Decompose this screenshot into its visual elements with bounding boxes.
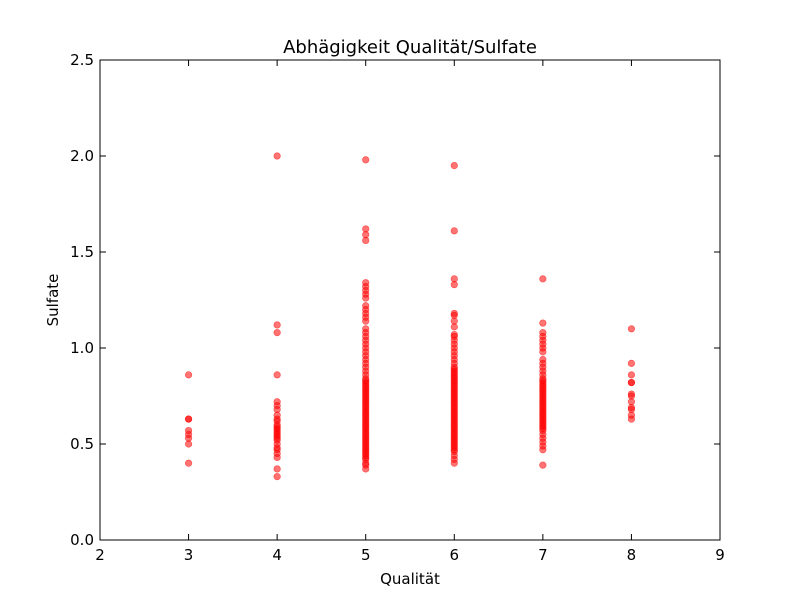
data-point (273, 398, 281, 406)
data-point (450, 309, 458, 318)
data-point (627, 378, 636, 387)
y-axis-title: Sulfate (44, 274, 62, 327)
x-tick-label: 6 (450, 546, 460, 564)
data-point (273, 465, 281, 473)
data-point (184, 371, 193, 379)
data-point (362, 302, 370, 310)
data-points (184, 152, 636, 481)
x-tick-label: 4 (272, 546, 282, 564)
data-point (539, 461, 547, 469)
x-tick-label: 3 (184, 546, 194, 564)
x-tick-label: 8 (627, 546, 637, 564)
data-point (450, 162, 458, 170)
y-tick-label: 1.5 (70, 243, 94, 261)
data-point (450, 275, 458, 283)
x-tick-label: 5 (361, 546, 371, 564)
data-point (273, 321, 281, 329)
data-point (273, 473, 281, 481)
data-point (539, 329, 547, 337)
data-point (362, 225, 370, 233)
data-point (627, 325, 636, 333)
data-point (539, 319, 547, 327)
x-tick-label: 7 (538, 546, 548, 564)
data-point (627, 390, 636, 398)
y-tick-label: 0.0 (70, 531, 94, 549)
y-tick-label: 1.0 (70, 339, 94, 357)
x-axis-title: Qualität (380, 570, 440, 588)
plot-frame (99, 59, 721, 541)
x-tick-label: 2 (95, 546, 105, 564)
data-point (184, 426, 193, 435)
data-point (450, 330, 458, 339)
data-point (273, 152, 281, 160)
axis-ticks: 2 3 4 5 6 7 8 9 0.0 0.5 1.0 1.5 2.0 2.5 (70, 51, 725, 564)
x-tick-label: 9 (715, 546, 725, 564)
data-point (273, 371, 281, 379)
data-point (273, 329, 281, 337)
data-point (184, 415, 193, 423)
data-point (539, 355, 547, 364)
y-tick-label: 2.5 (70, 51, 94, 69)
y-tick-label: 0.5 (70, 435, 94, 453)
data-point (627, 359, 636, 367)
data-point (450, 227, 458, 235)
data-point (362, 325, 370, 333)
chart-title: Abhägigkeit Qualität/Sulfate (283, 37, 537, 58)
data-point (184, 459, 193, 467)
y-tick-label: 2.0 (70, 147, 94, 165)
data-point (627, 371, 636, 379)
data-point (362, 156, 370, 164)
data-point (539, 275, 547, 283)
data-point (362, 279, 370, 287)
